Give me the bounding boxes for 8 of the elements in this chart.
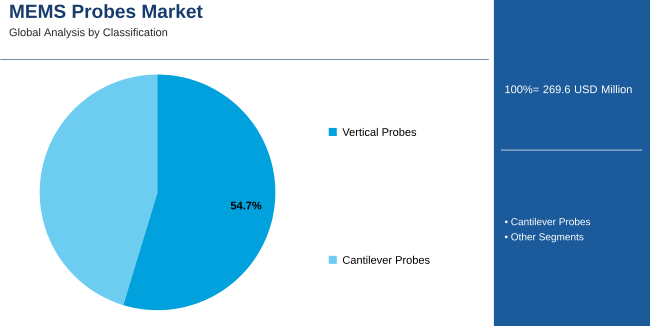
chart-subtitle: Global Analysis by Classification bbox=[10, 28, 168, 38]
text: • Cantilever Probes bbox=[504, 218, 590, 226]
legend-label: Vertical Probes bbox=[342, 128, 416, 136]
chart-title: MEMS Probes Market bbox=[10, 4, 203, 18]
data-label: 54.7% bbox=[230, 201, 262, 210]
text: • Other Segments bbox=[504, 232, 584, 242]
legend-label: Cantilever Probes bbox=[342, 256, 430, 264]
text: 100%= 269.6 USD Million bbox=[505, 84, 632, 94]
